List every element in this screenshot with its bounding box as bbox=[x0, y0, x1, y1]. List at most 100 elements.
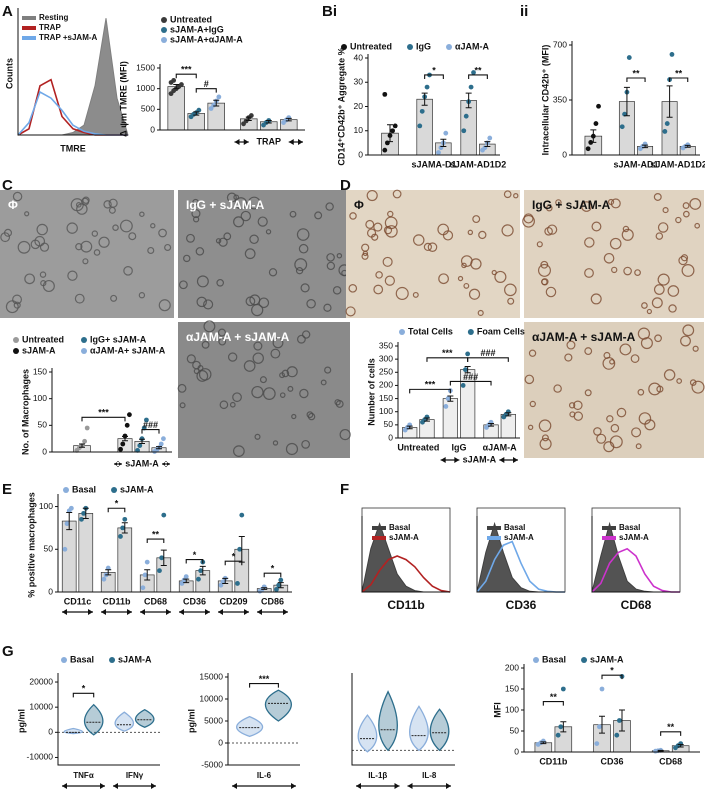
violin bbox=[63, 727, 84, 735]
data-point bbox=[124, 422, 130, 428]
cell bbox=[223, 232, 232, 241]
error-bar bbox=[599, 715, 605, 734]
data-point bbox=[122, 433, 128, 439]
legend-label: sJAM-A bbox=[389, 533, 419, 542]
significance-label: * bbox=[271, 564, 275, 574]
data-point bbox=[239, 512, 245, 518]
density-line bbox=[591, 547, 680, 593]
violin bbox=[134, 708, 155, 728]
cell bbox=[203, 299, 214, 310]
data-point bbox=[461, 128, 467, 134]
error-bar bbox=[465, 92, 472, 109]
cell bbox=[232, 392, 242, 403]
cell bbox=[233, 194, 240, 201]
x-tick-label: sJAMA-D1 bbox=[411, 159, 456, 169]
data-point bbox=[419, 108, 425, 114]
legend-swatch bbox=[487, 536, 501, 540]
cell bbox=[158, 228, 167, 238]
cell bbox=[17, 240, 31, 254]
arrow-head bbox=[113, 783, 156, 789]
data-point bbox=[471, 70, 476, 75]
data-point bbox=[139, 436, 145, 442]
cell bbox=[82, 196, 90, 204]
cell bbox=[272, 440, 279, 446]
cell bbox=[254, 433, 261, 440]
cell bbox=[326, 261, 336, 271]
cell bbox=[262, 387, 276, 400]
x-tick-label: sJAM-AD1 bbox=[613, 159, 658, 169]
micrograph-label: Φ bbox=[354, 198, 364, 212]
legend-swatch bbox=[81, 348, 87, 354]
cell bbox=[300, 283, 310, 293]
legend-swatch bbox=[341, 44, 347, 50]
error-bar bbox=[447, 395, 454, 402]
error-bar bbox=[79, 443, 85, 448]
panel-label: A bbox=[2, 3, 13, 20]
group-label: sJAM-A bbox=[463, 454, 497, 464]
data-point bbox=[560, 686, 566, 692]
legend-label: sJAM-A bbox=[120, 484, 154, 494]
y-tick-label: 0 bbox=[388, 432, 393, 442]
error-bar bbox=[277, 582, 284, 589]
cell bbox=[596, 433, 607, 444]
cell bbox=[691, 380, 705, 394]
cell bbox=[332, 286, 342, 295]
data-point bbox=[462, 367, 468, 373]
cell bbox=[423, 242, 433, 252]
cell bbox=[75, 202, 82, 208]
y-tick-label: 200 bbox=[379, 380, 393, 390]
y-tick-label: 100 bbox=[379, 406, 393, 416]
cell bbox=[217, 328, 226, 337]
data-point bbox=[216, 94, 222, 100]
cell bbox=[245, 296, 256, 307]
arrow-head bbox=[407, 783, 451, 789]
data-point bbox=[118, 446, 123, 452]
x-axis-label: TMRE bbox=[60, 143, 86, 153]
panel-label: ii bbox=[520, 3, 528, 20]
data-point bbox=[101, 576, 107, 582]
cell bbox=[553, 384, 562, 393]
cell bbox=[564, 353, 573, 362]
legend-swatch bbox=[61, 657, 67, 663]
cell bbox=[36, 223, 48, 236]
legend-label: αJAM-A+ sJAM-A bbox=[90, 345, 166, 355]
x-tick-label: CD68 bbox=[659, 756, 682, 766]
cell bbox=[637, 327, 651, 340]
cell bbox=[306, 298, 316, 309]
data-point bbox=[465, 351, 471, 357]
significance-bracket bbox=[195, 88, 217, 93]
cell bbox=[569, 411, 576, 418]
data-point bbox=[142, 572, 148, 578]
arrow-head bbox=[114, 461, 122, 467]
legend-swatch bbox=[22, 36, 36, 40]
cell bbox=[438, 273, 449, 285]
y-tick-label: 150 bbox=[33, 366, 47, 376]
panel-label: Bi bbox=[322, 3, 337, 20]
x-tick-label: sJAM-AD1D2 bbox=[650, 159, 705, 169]
cell bbox=[323, 303, 332, 312]
cell bbox=[186, 354, 196, 364]
x-tick-label: Untreated bbox=[397, 442, 439, 452]
cell bbox=[463, 282, 470, 289]
cell bbox=[536, 241, 543, 248]
cell bbox=[279, 392, 286, 398]
cell bbox=[301, 439, 311, 449]
y-tick-label: 20000 bbox=[29, 676, 53, 686]
x-axis-label: CD36 bbox=[506, 598, 537, 612]
x-tick-label: IL-6 bbox=[257, 771, 272, 780]
cell bbox=[296, 228, 310, 241]
cell bbox=[272, 337, 284, 349]
x-tick-label: IL-1β bbox=[368, 771, 387, 780]
data-point bbox=[82, 438, 87, 444]
cell bbox=[555, 199, 562, 206]
error-bar bbox=[144, 569, 151, 581]
cell bbox=[621, 228, 634, 241]
cell bbox=[336, 252, 343, 259]
cell bbox=[362, 250, 369, 257]
cell bbox=[371, 233, 379, 241]
data-point bbox=[382, 147, 388, 153]
cell bbox=[680, 335, 691, 347]
error-bar bbox=[464, 366, 471, 374]
y-tick-label: 150 bbox=[505, 683, 519, 693]
cell bbox=[619, 343, 632, 356]
